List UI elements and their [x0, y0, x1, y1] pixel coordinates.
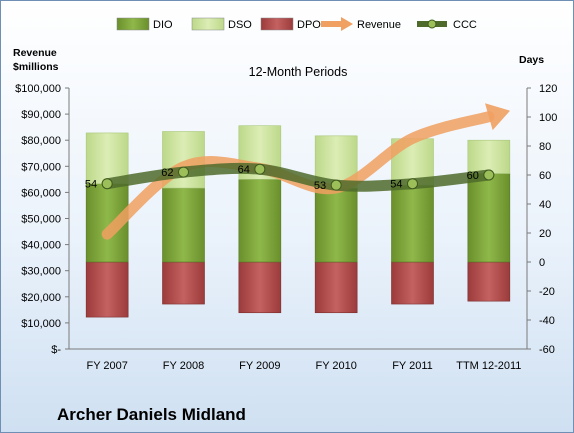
legend-label-dpo: DPO	[297, 19, 321, 31]
bar-dpo	[467, 261, 511, 302]
ccc-data-label: 60	[467, 170, 479, 182]
bar-dio	[467, 173, 511, 263]
legend-label-ccc: CCC	[453, 19, 477, 31]
legend-label-revenue: Revenue	[357, 19, 401, 31]
left-tick-label: $100,000	[15, 83, 61, 95]
right-tick-label: 40	[539, 199, 551, 211]
ccc-point	[101, 178, 113, 190]
legend-label-dso: DSO	[228, 19, 252, 31]
chart-title: 12-Month Periods	[249, 65, 348, 79]
right-tick-label: 20	[539, 228, 551, 240]
right-tick-label: 120	[539, 83, 557, 95]
left-tick-label: $80,000	[21, 135, 61, 147]
ccc-data-label: 53	[314, 180, 326, 192]
x-tick-label: FY 2008	[163, 360, 204, 372]
x-tick-label: FY 2009	[239, 360, 280, 372]
right-tick-label: -20	[539, 286, 555, 298]
left-tick-label: $70,000	[21, 161, 61, 173]
ccc-data-label: 54	[390, 179, 402, 191]
legend-arrow-revenue	[341, 17, 353, 31]
right-tick-label: 0	[539, 257, 545, 269]
legend-swatch-dio	[116, 17, 150, 31]
right-tick-label: 100	[539, 112, 557, 124]
bar-dio	[238, 179, 282, 263]
bar-dpo	[314, 261, 358, 314]
left-tick-label: $60,000	[21, 187, 61, 199]
left-axis-title-line2: $millions	[13, 61, 59, 73]
ccc-point	[483, 169, 495, 181]
company-name: Archer Daniels Midland	[57, 405, 246, 424]
bar-dso	[467, 139, 511, 174]
x-tick-label: FY 2011	[392, 360, 433, 372]
ccc-point	[254, 163, 266, 175]
left-tick-label: $-	[51, 344, 61, 356]
left-axis-title: Revenue	[13, 47, 57, 59]
x-tick-label: FY 2010	[315, 360, 356, 372]
revenue-arrowhead	[485, 103, 510, 131]
ccc-point	[330, 179, 342, 191]
right-tick-label: 80	[539, 141, 551, 153]
bar-dpo	[162, 261, 205, 305]
ccc-data-label: 62	[161, 167, 173, 179]
left-tick-label: $30,000	[21, 266, 61, 278]
bar-dpo	[238, 261, 282, 314]
right-tick-label: -60	[539, 344, 555, 356]
ccc-data-label: 54	[85, 179, 97, 191]
left-tick-label: $20,000	[21, 292, 61, 304]
left-tick-label: $40,000	[21, 240, 61, 252]
legend-swatch-dpo	[260, 17, 294, 31]
legend-swatch-dso	[191, 17, 225, 31]
bar-dso	[85, 132, 129, 184]
ccc-line	[101, 162, 495, 192]
right-tick-label: 60	[539, 170, 551, 182]
left-tick-label: $10,000	[21, 318, 61, 330]
ccc-point	[178, 166, 189, 178]
left-tick-label: $50,000	[21, 214, 61, 226]
legend-marker-ccc	[427, 19, 437, 29]
right-axis-title: Days	[519, 54, 544, 66]
right-tick-label: -40	[539, 315, 555, 327]
ccc-data-label: 64	[238, 164, 250, 176]
bar-dpo	[85, 261, 129, 318]
ccc-point	[407, 178, 418, 190]
bar-dpo	[391, 261, 434, 305]
bar-dio	[314, 187, 358, 263]
left-tick-label: $90,000	[21, 109, 61, 121]
legend-label-dio: DIO	[153, 19, 173, 31]
bar-dio	[162, 187, 205, 263]
x-tick-label: FY 2007	[86, 360, 127, 372]
x-tick-label: TTM 12-2011	[456, 360, 521, 372]
bar-dio	[391, 184, 434, 263]
